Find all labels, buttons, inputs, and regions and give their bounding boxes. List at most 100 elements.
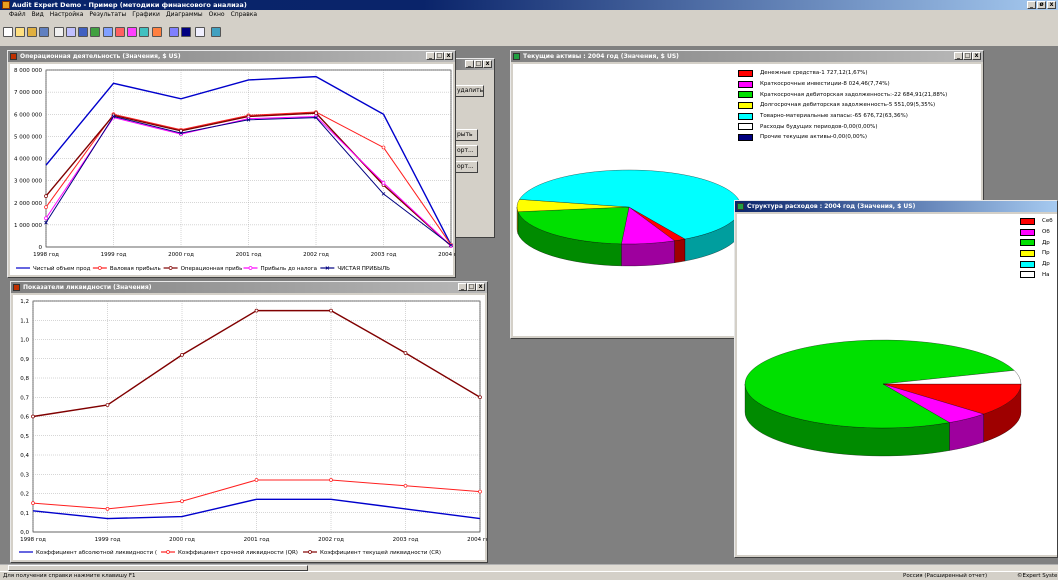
- restore-button[interactable]: ø: [1037, 1, 1046, 9]
- liquidity-window-caption[interactable]: Показатели ликвидности (Значения) _ □ x: [11, 282, 487, 293]
- close-button[interactable]: x: [444, 52, 453, 60]
- menu-window[interactable]: Окно: [208, 11, 225, 18]
- y-tick-label: 0,0: [20, 530, 29, 536]
- preview-icon[interactable]: [54, 27, 64, 37]
- x-tick-label: 2001 год: [236, 252, 262, 258]
- operations-window-caption[interactable]: Операционная деятельность (Значения, $ U…: [8, 51, 455, 62]
- menu-diagrams[interactable]: Диаграммы: [165, 11, 203, 18]
- menu-help[interactable]: Справка: [230, 11, 258, 18]
- calc-icon[interactable]: [169, 27, 179, 37]
- data-point: [180, 353, 184, 357]
- costs-window-caption[interactable]: Структура расходов : 2004 год (Значения,…: [735, 201, 1057, 212]
- legend-swatch: [738, 101, 753, 109]
- minimize-button[interactable]: _: [1027, 1, 1036, 9]
- y-tick-label: 0,3: [20, 472, 29, 478]
- y-tick-label: 4 000 000: [14, 157, 42, 163]
- legend-label: ЧИСТАЯ ПРИБЫЛЬ: [337, 266, 390, 272]
- save-icon[interactable]: [39, 27, 49, 37]
- data-point: [105, 507, 110, 511]
- maximize-button[interactable]: □: [963, 52, 972, 60]
- background-window: _ □ x удалить рыть орт... орт...: [454, 58, 495, 238]
- data-point: [449, 243, 453, 248]
- legend-swatch: [738, 80, 753, 88]
- legend-label: Валовая прибыль: [110, 266, 161, 272]
- pie-icon[interactable]: [127, 27, 137, 37]
- data-point: [31, 414, 35, 419]
- wand-icon[interactable]: [66, 27, 76, 37]
- app-title-bar[interactable]: Audit Expert Demo - Пример (методики фин…: [0, 0, 1058, 10]
- data-point: [31, 501, 35, 505]
- maximize-button[interactable]: □: [467, 283, 476, 291]
- legend-item: Денежные средства-1 727,12(1,67%): [738, 68, 947, 79]
- report-button[interactable]: орт...: [454, 145, 478, 157]
- export-button[interactable]: орт...: [454, 161, 478, 173]
- minimize-button[interactable]: _: [426, 52, 435, 60]
- open-icon[interactable]: [15, 27, 25, 37]
- close-button[interactable]: x: [1047, 1, 1056, 9]
- chart-window-icon: [13, 284, 20, 291]
- legend-item: На: [1020, 269, 1053, 280]
- minimize-button[interactable]: _: [458, 283, 467, 291]
- palette-icon[interactable]: [152, 27, 162, 37]
- open-button[interactable]: рыть: [454, 129, 478, 141]
- x-tick-label: 2000 год: [169, 537, 195, 543]
- x-tick-label: 2004 год: [438, 252, 455, 258]
- grid-icon[interactable]: [78, 27, 88, 37]
- maximize-button[interactable]: □: [435, 52, 444, 60]
- menu-view[interactable]: Вид: [31, 11, 44, 18]
- legend-label: Коэффициент текущей ликвидности (CR): [320, 549, 441, 556]
- liquidity-chart-area: 0,0 0,1 0,2 0,3 0,4 0,5 0,6 0,7 0,8 0,9 1,0 1,1 1,2 1…: [13, 295, 493, 560]
- x-tick-label: 1998 год: [20, 537, 46, 543]
- operations-window: Операционная деятельность (Значения, $ U…: [7, 50, 464, 278]
- legend-marker: [166, 550, 170, 554]
- book-icon[interactable]: [195, 27, 205, 37]
- legend-item: Пр: [1020, 248, 1053, 259]
- new-icon[interactable]: [3, 27, 13, 37]
- pie-side: [621, 240, 675, 267]
- legend-item: Др: [1020, 237, 1053, 248]
- menu-results[interactable]: Результаты: [89, 11, 127, 18]
- delete-button[interactable]: удалить: [454, 85, 484, 97]
- app-icon[interactable]: [2, 1, 10, 9]
- close-button[interactable]: x: [476, 283, 485, 291]
- legend-label: Расходы будущих периодов-0,00(0,00%): [760, 123, 878, 130]
- pie-slice: [519, 169, 742, 240]
- y-tick-label: 0,9: [20, 357, 29, 363]
- legend-item: Себ: [1020, 216, 1053, 227]
- x-tick-label: 2000 год: [168, 252, 194, 258]
- legend-swatch: [738, 91, 753, 99]
- menu-settings[interactable]: Настройка: [49, 11, 84, 18]
- menu-bar: Файл Вид Настройка Результаты Графики Ди…: [0, 10, 1058, 20]
- legend-item: Краткосрочная дебиторская задолженность:…: [738, 89, 947, 100]
- x-tick-label: 2004 год: [467, 537, 487, 543]
- table-icon[interactable]: [103, 27, 113, 37]
- y-tick-label: 3 000 000: [14, 179, 42, 185]
- legend-label: Краткосрочные инвестиции-8 024,46(7,74%): [760, 81, 890, 88]
- liquidity-window: Показатели ликвидности (Значения) _ □ x 0,…: [10, 281, 493, 563]
- legend-marker: [325, 266, 330, 270]
- liquidity-window-controls: _ □ x: [458, 283, 485, 291]
- horizontal-scrollbar[interactable]: [0, 564, 1058, 571]
- report-icon[interactable]: [115, 27, 125, 37]
- folder-icon[interactable]: [27, 27, 37, 37]
- costs-chart-area: Себ Об Др Пр Др На: [737, 214, 1057, 555]
- operations-line-chart: 0 1 000 000 2 000 000 3 000 000 4 000 000 5 0…: [14, 68, 464, 272]
- globe-icon[interactable]: [139, 27, 149, 37]
- minimize-button[interactable]: _: [954, 52, 963, 60]
- chart-icon[interactable]: [90, 27, 100, 37]
- background-window-caption[interactable]: _ □ x: [456, 59, 494, 70]
- costs-legend: Себ Об Др Пр Др На: [1020, 216, 1053, 280]
- x-tick-label: 2003 год: [393, 537, 419, 543]
- menu-file[interactable]: Файл: [9, 11, 26, 18]
- legend-item: Прочие текущие активы-0,00(0,00%): [738, 132, 947, 143]
- x-tick-label: 1999 год: [101, 252, 127, 258]
- help-icon[interactable]: [211, 27, 221, 37]
- menu-graphs[interactable]: Графики: [132, 11, 160, 18]
- operations-window-title: Операционная деятельность (Значения, $ U…: [20, 53, 181, 60]
- print-icon[interactable]: [181, 27, 191, 37]
- data-point: [478, 489, 482, 494]
- assets-window-caption[interactable]: Текущие активы : 2004 год (Значения, $ U…: [511, 51, 983, 62]
- close-button[interactable]: x: [972, 52, 981, 60]
- chart-window-icon: [10, 53, 17, 60]
- scroll-thumb[interactable]: [8, 565, 308, 571]
